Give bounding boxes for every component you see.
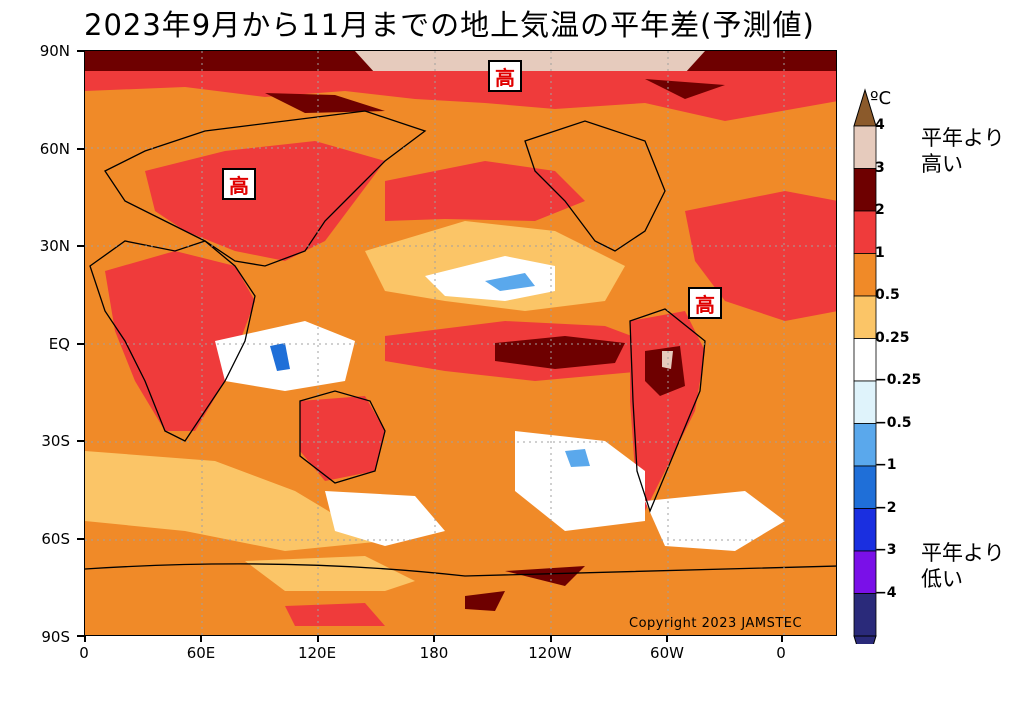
legend-low-line1: 平年より [921,541,1005,565]
colorbar-segment [853,253,877,297]
colorbar-top-arrow [853,88,877,127]
colorbar-bottom-arrow [853,635,877,644]
lon-label-60e: 60E [186,644,216,662]
australia-warm-area [300,396,385,481]
lat-label-90s: 90S [41,628,70,646]
legend-high-line2: 高い [921,152,963,176]
lat-label-60s: 60S [41,530,70,548]
colorbar-level-label: 2 [875,202,885,218]
colorbar-segment [853,380,877,424]
colorbar-level-label: −0.5 [875,414,912,431]
colorbar-unit: ºC [870,88,892,109]
colorbar-segment [853,508,877,552]
colorbar-segment [853,338,877,382]
colorbar-segment [853,593,877,637]
legend-low-line2: 低い [921,567,963,591]
lon-tick [317,636,319,642]
high-marker-arctic: 高 [488,60,522,92]
lat-label-30n: 30N [39,237,70,255]
lat-label-60n: 60N [39,140,70,158]
colorbar-level-label: −4 [875,584,897,601]
lat-tick [77,440,84,442]
lon-tick [433,636,435,642]
lon-tick [84,636,86,642]
colorbar-segment [853,168,877,212]
lat-tick [77,635,84,637]
colorbar-level-label: 1 [875,244,885,261]
copyright-text: Copyright 2023 JAMSTEC [629,616,803,631]
legend-high-text: 平年より 高い [921,125,1005,177]
colorbar-level-label: −2 [875,499,897,516]
graticule [85,51,836,635]
lat-label-90n: 90N [39,42,70,60]
lon-tick [781,636,783,642]
temperature-anomaly-map [84,50,837,636]
lat-tick [77,148,84,150]
colorbar-level-label: −0.25 [875,372,922,388]
colorbar-level-label: −1 [875,457,897,473]
lon-tick [550,636,552,642]
colorbar-segment [853,295,877,339]
lon-label-60w: 60W [650,644,684,662]
lat-tick [77,538,84,540]
colorbar-segment [853,125,877,169]
legend-high-line1: 平年より [921,126,1005,150]
colorbar-segment [853,465,877,509]
lon-tick [200,636,202,642]
colorbar-level-label: −3 [875,542,897,558]
colorbar-level-label: 4 [875,117,885,133]
map-canvas [85,51,836,635]
arctic-high-band [85,71,836,121]
coastlines [85,110,836,577]
lon-tick [666,636,668,642]
colorbar-segment [853,210,877,254]
lon-label-180: 180 [419,644,449,662]
lat-label-eq: EQ [48,335,70,353]
colorbar-level-label: 0.25 [875,329,910,346]
colorbar-level-label: 3 [875,159,885,176]
lat-tick [77,343,84,345]
africa-warm-area [105,251,255,431]
lon-label-120e: 120E [297,644,337,662]
lat-tick [77,245,84,247]
colorbar-segment [853,550,877,594]
lon-label-0-east: 0 [776,644,786,662]
lat-label-30s: 30S [41,432,70,450]
high-marker-central-asia: 高 [222,168,256,200]
high-marker-atlantic: 高 [688,287,722,319]
page-title: 2023年9月から11月までの地上気温の平年差(予測値) [84,8,815,42]
eurasia-warm-area [145,141,385,261]
colorbar [853,88,877,644]
lon-label-120w: 120W [528,644,572,662]
lon-label-0: 0 [79,644,89,662]
colorbar-segment [853,423,877,467]
legend-low-text: 平年より 低い [921,540,1005,592]
colorbar-level-label: 0.5 [875,287,900,303]
lat-tick [77,50,84,52]
